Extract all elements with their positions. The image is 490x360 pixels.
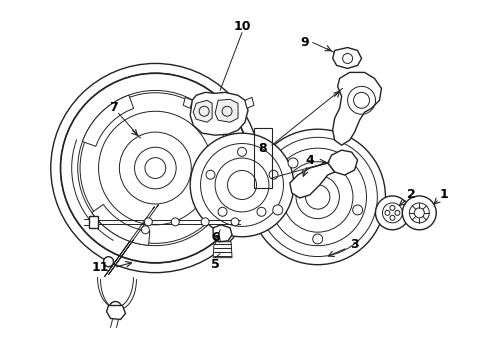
Polygon shape	[333, 72, 382, 145]
Polygon shape	[245, 97, 254, 108]
Polygon shape	[89, 216, 98, 228]
Polygon shape	[106, 306, 125, 319]
Circle shape	[238, 147, 246, 156]
Circle shape	[273, 205, 283, 215]
Text: 7: 7	[109, 101, 118, 114]
Polygon shape	[193, 100, 212, 122]
Polygon shape	[190, 92, 248, 135]
Circle shape	[353, 205, 363, 215]
Text: 6: 6	[211, 231, 220, 244]
Polygon shape	[82, 95, 134, 147]
Polygon shape	[213, 242, 232, 258]
Circle shape	[375, 196, 409, 230]
Circle shape	[172, 218, 179, 226]
Circle shape	[250, 129, 386, 265]
Circle shape	[257, 207, 266, 216]
Polygon shape	[290, 163, 335, 198]
Circle shape	[201, 218, 209, 226]
Circle shape	[142, 226, 149, 234]
Polygon shape	[213, 225, 232, 242]
Text: 2: 2	[407, 188, 416, 202]
Circle shape	[206, 170, 215, 179]
Text: 5: 5	[211, 258, 220, 271]
Polygon shape	[183, 97, 192, 108]
Polygon shape	[92, 204, 150, 246]
Circle shape	[231, 218, 239, 226]
Polygon shape	[215, 99, 238, 122]
Circle shape	[402, 196, 436, 230]
Circle shape	[313, 234, 323, 244]
Circle shape	[218, 207, 227, 216]
Polygon shape	[333, 48, 362, 68]
Circle shape	[145, 218, 152, 226]
Circle shape	[338, 158, 347, 168]
Circle shape	[288, 158, 298, 168]
Text: 11: 11	[92, 261, 109, 274]
Bar	[254, 128, 272, 188]
Text: 1: 1	[440, 188, 449, 202]
Text: 4: 4	[305, 154, 314, 167]
Text: 3: 3	[350, 238, 359, 251]
Circle shape	[103, 257, 114, 267]
Text: 10: 10	[233, 20, 251, 33]
Circle shape	[190, 133, 294, 237]
Polygon shape	[328, 150, 358, 175]
Circle shape	[110, 302, 122, 314]
Circle shape	[269, 170, 278, 179]
Text: 9: 9	[300, 36, 309, 49]
Text: 8: 8	[259, 141, 267, 155]
